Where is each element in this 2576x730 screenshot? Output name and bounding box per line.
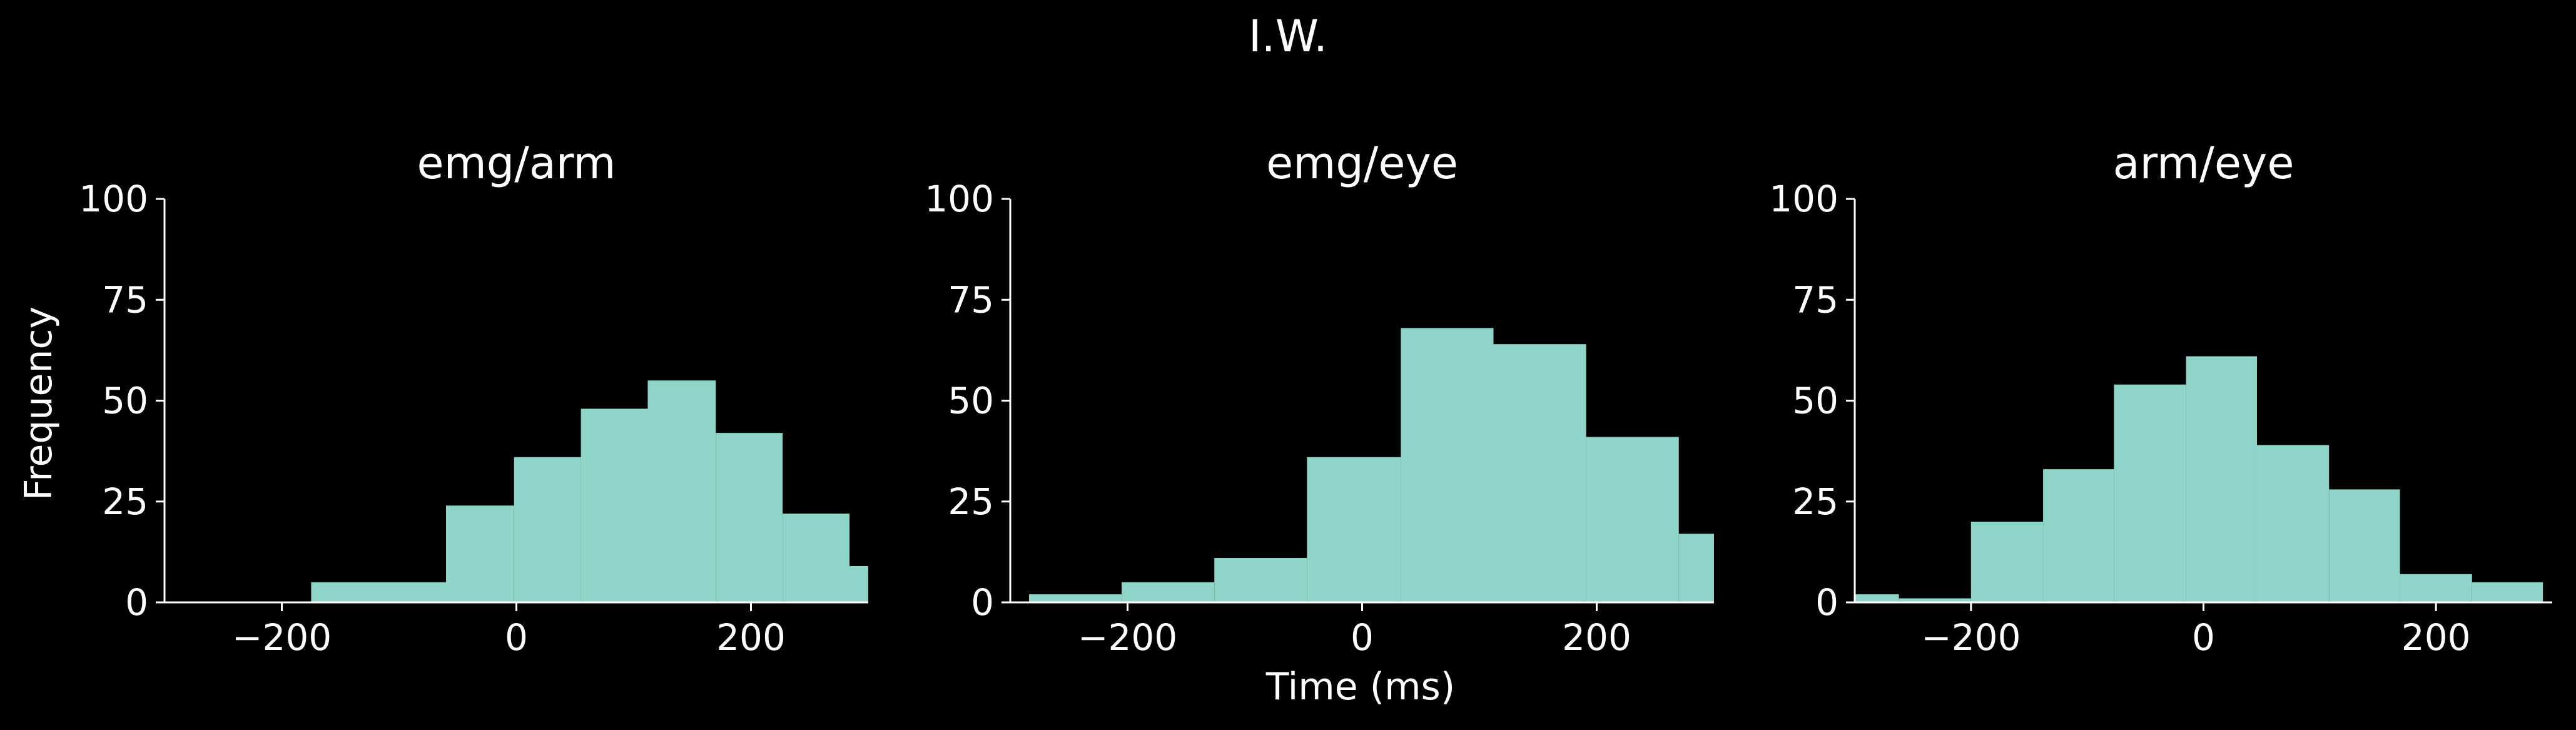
histogram-bar-emg-arm-7 xyxy=(783,514,849,602)
x-tick-label-arm-eye-0: 0 xyxy=(2192,616,2215,659)
subplot-emg-arm: 0 25 50 75 100 −200 0 200 emg/arm xyxy=(79,138,868,659)
histogram-bar-emg-eye-1 xyxy=(1122,582,1215,602)
y-tick-label-arm-eye-100: 100 xyxy=(1769,178,1838,220)
histogram-bar-emg-eye-3 xyxy=(1307,457,1401,602)
histogram-bar-emg-arm-3 xyxy=(514,457,581,602)
y-tick-label-emg-arm-25: 25 xyxy=(102,480,148,523)
histogram-bar-arm-eye-3 xyxy=(2043,469,2114,602)
histogram-bar-arm-eye-1 xyxy=(1899,598,1971,602)
x-tick-label-emg-eye-0: 0 xyxy=(1351,616,1374,659)
y-tick-label-emg-eye-100: 100 xyxy=(925,178,994,220)
y-tick-label-emg-eye-75: 75 xyxy=(948,278,994,321)
histogram-bar-arm-eye-0 xyxy=(1855,594,1899,602)
histogram-bar-arm-eye-5 xyxy=(2186,356,2257,602)
y-tick-label-emg-eye-0: 0 xyxy=(971,581,994,624)
figure-title: I.W. xyxy=(1249,11,1327,62)
y-tick-label-emg-eye-50: 50 xyxy=(948,380,994,422)
histogram-bar-arm-eye-8 xyxy=(2400,574,2472,602)
x-tick-label-emg-arm-200: 200 xyxy=(716,616,786,659)
x-tick-label-emg-arm-0: 0 xyxy=(505,616,528,659)
y-axis-label: Frequency xyxy=(17,307,61,500)
subplot-title-emg-arm: emg/arm xyxy=(417,138,616,189)
y-tick-label-emg-arm-50: 50 xyxy=(102,380,148,422)
x-tick-label-emg-eye-200: 200 xyxy=(1562,616,1631,659)
x-tick-label-arm-eye-200: 200 xyxy=(2401,616,2471,659)
histogram-bar-emg-arm-5 xyxy=(647,380,716,602)
x-tick-label-emg-eye--200: −200 xyxy=(1078,616,1177,659)
y-tick-label-arm-eye-25: 25 xyxy=(1792,480,1838,523)
histogram-bar-emg-arm-6 xyxy=(716,433,783,602)
histogram-bar-emg-arm-1 xyxy=(311,582,446,602)
subplot-title-emg-eye: emg/eye xyxy=(1266,138,1458,189)
x-axis-label: Time (ms) xyxy=(1265,665,1455,709)
y-tick-label-emg-eye-25: 25 xyxy=(948,480,994,523)
subplot-arm-eye: 0 25 50 75 100 −200 0 200 arm/eye xyxy=(1769,138,2552,659)
histogram-bar-emg-arm-2 xyxy=(446,505,514,602)
y-tick-label-emg-arm-100: 100 xyxy=(79,178,148,220)
histogram-bar-emg-eye-0 xyxy=(1029,594,1122,602)
histogram-bar-emg-eye-6 xyxy=(1586,437,1679,602)
histogram-bar-arm-eye-6 xyxy=(2256,445,2330,602)
x-tick-label-emg-arm--200: −200 xyxy=(232,616,332,659)
x-tick-label-arm-eye--200: −200 xyxy=(1921,616,2021,659)
histogram-bar-emg-eye-4 xyxy=(1401,328,1494,602)
histogram-bar-arm-eye-9 xyxy=(2472,582,2543,602)
y-tick-label-emg-arm-0: 0 xyxy=(125,581,148,624)
subplot-emg-eye: 0 25 50 75 100 −200 0 200 emg/eye xyxy=(925,138,1714,659)
y-tick-label-arm-eye-0: 0 xyxy=(1815,581,1838,624)
y-tick-label-emg-arm-75: 75 xyxy=(102,278,148,321)
histogram-bar-arm-eye-2 xyxy=(1970,522,2044,602)
histogram-bar-emg-arm-8 xyxy=(849,565,868,602)
histogram-bar-arm-eye-7 xyxy=(2329,489,2400,602)
histogram-bar-arm-eye-4 xyxy=(2114,384,2186,602)
y-tick-label-arm-eye-75: 75 xyxy=(1792,278,1838,321)
histogram-bar-emg-eye-5 xyxy=(1493,344,1586,602)
histogram-bar-emg-eye-2 xyxy=(1214,558,1307,602)
y-tick-label-arm-eye-50: 50 xyxy=(1792,380,1838,422)
histogram-bar-emg-arm-4 xyxy=(581,408,648,602)
histogram-bar-emg-eye-7 xyxy=(1678,534,1714,602)
subplot-title-arm-eye: arm/eye xyxy=(2113,138,2295,189)
